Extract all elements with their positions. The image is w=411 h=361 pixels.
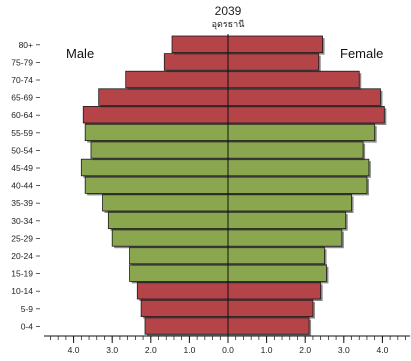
y-tick-label-80+: 80+ [19,40,33,50]
bar-female-35-39 [227,193,352,212]
bar-male-65-69 [98,88,229,106]
legend-male: Male [66,46,94,61]
x-tick-label-6: 2.0 [299,345,311,355]
y-tick-label-65-69: 65-69 [11,93,33,103]
y-tick-label-0-4: 0-4 [21,321,34,331]
x-tick-label-3: 1.0 [183,345,195,355]
bar-male-30-34 [107,211,229,230]
bar-female-65-69 [227,88,381,106]
y-tick-label-35-39: 35-39 [11,198,33,208]
bar-male-80+ [171,35,229,54]
bar-male-0-4 [144,317,229,335]
y-tick-label-15-19: 15-19 [11,269,33,279]
bar-male-60-64 [82,106,229,124]
y-tick-label-20-24: 20-24 [11,251,33,261]
y-tick-label-55-59: 55-59 [11,128,33,138]
bar-female-10-14 [227,281,322,300]
x-tick-label-4: 0.0 [222,345,234,355]
bar-female-5-9 [227,299,314,318]
y-tick-label-10-14: 10-14 [11,286,33,296]
bar-male-75-79 [163,53,229,71]
bar-female-80+ [227,35,323,54]
bar-male-5-9 [140,299,229,318]
x-tick-label-5: 1.0 [261,345,273,355]
x-tick-label-1: 3.0 [106,345,118,355]
bar-male-35-39 [102,193,229,212]
bar-male-70-74 [125,70,229,89]
bar-male-10-14 [136,281,229,300]
x-tick-label-2: 2.0 [145,345,157,355]
bar-male-40-44 [84,176,229,194]
chart-title: 2039 [215,4,242,18]
plot-area: 0-4 5-9 10-14 15-19 20-24 25-29 30-34 35-39 40-4… [11,34,410,355]
bar-male-20-24 [129,246,229,265]
bar-male-25-29 [111,229,229,247]
bar-male-15-19 [129,264,229,282]
legend-female: Female [340,46,383,61]
y-tick-label-25-29: 25-29 [11,233,33,243]
chart-subtitle: อุดรธานี [212,19,245,30]
bar-female-25-29 [227,229,343,247]
bar-female-55-59 [227,123,376,142]
y-tick-label-70-74: 70-74 [11,75,33,85]
y-tick-label-45-49: 45-49 [11,163,33,173]
bar-female-15-19 [227,264,327,282]
x-tick-label-7: 3.0 [338,345,350,355]
bar-female-20-24 [227,246,325,265]
bar-female-30-34 [227,211,347,230]
y-tick-label-50-54: 50-54 [11,145,33,155]
bar-female-45-49 [227,158,370,177]
bar-female-0-4 [227,317,310,335]
bar-female-40-44 [227,176,368,194]
x-tick-label-0: 4.0 [68,345,80,355]
bar-female-60-64 [227,106,385,124]
x-tick-label-8: 4.0 [376,345,388,355]
y-tick-label-75-79: 75-79 [11,57,33,67]
bar-female-50-54 [227,141,364,159]
bar-female-70-74 [227,70,360,89]
y-tick-label-5-9: 5-9 [21,304,34,314]
bar-male-55-59 [84,123,229,142]
y-tick-label-60-64: 60-64 [11,110,33,120]
y-tick-label-30-34: 30-34 [11,216,33,226]
y-tick-label-40-44: 40-44 [11,181,33,191]
bar-male-45-49 [80,158,229,177]
bar-male-50-54 [90,141,229,159]
bar-female-75-79 [227,53,320,71]
